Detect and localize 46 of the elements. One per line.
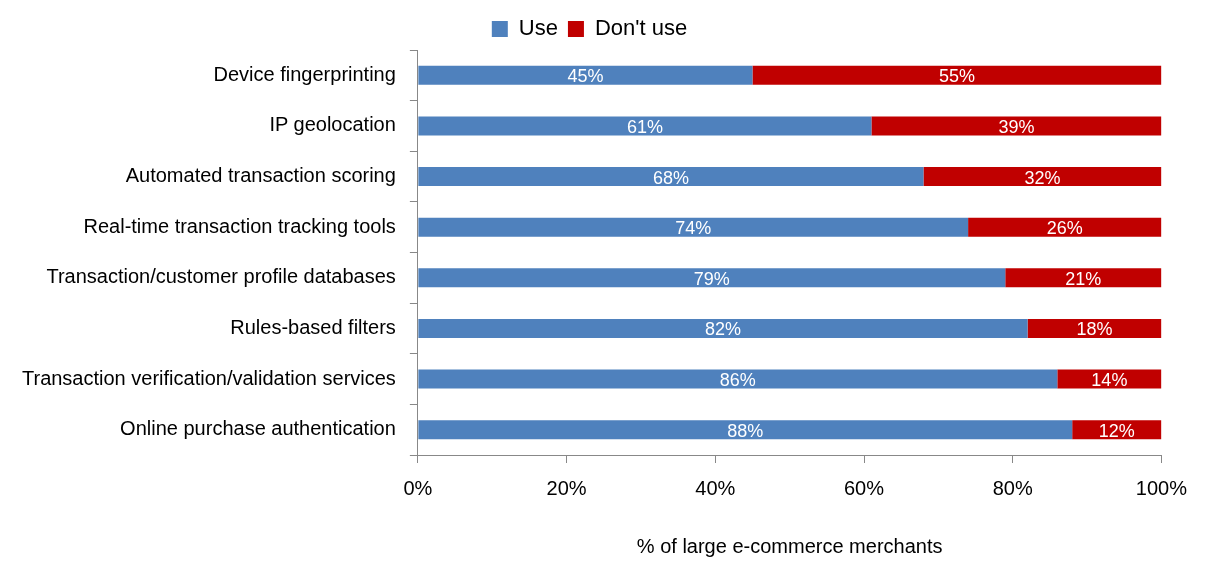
legend-label: Don't use xyxy=(594,15,688,41)
data-label: 45% xyxy=(567,66,604,87)
y-tick-label: IP geolocation xyxy=(269,113,396,136)
bar xyxy=(418,65,753,85)
data-label: 14% xyxy=(1091,370,1128,391)
bar xyxy=(418,167,924,187)
x-tick-label: 80% xyxy=(992,476,1033,499)
data-label: 68% xyxy=(652,167,689,188)
data-label: 12% xyxy=(1098,420,1135,441)
y-tick-label: Automated transaction scoring xyxy=(125,164,396,187)
bar xyxy=(418,116,872,136)
y-tick-label: Transaction verification/validation services xyxy=(21,366,396,389)
bar xyxy=(1005,268,1162,288)
data-label: 18% xyxy=(1076,319,1113,340)
data-label: 61% xyxy=(626,116,663,137)
x-tick-label: 60% xyxy=(843,476,885,499)
bar xyxy=(418,369,1058,389)
bar xyxy=(871,116,1162,136)
x-tick-label: 20% xyxy=(546,476,587,499)
bar xyxy=(418,318,1028,338)
bar xyxy=(418,268,1006,288)
x-axis-title: % of large e-commerce merchants xyxy=(636,534,943,557)
data-label: 21% xyxy=(1065,268,1102,289)
legend-label: Use xyxy=(518,15,558,41)
x-tick-label: 0% xyxy=(403,476,433,499)
y-tick-label: Rules-based filters xyxy=(230,315,396,338)
x-tick-label: 40% xyxy=(695,476,736,499)
data-label: 82% xyxy=(704,319,741,340)
bar xyxy=(418,217,969,237)
data-label: 26% xyxy=(1046,218,1083,239)
y-tick-label: Transaction/customer profile databases xyxy=(46,265,396,288)
y-tick-label: Online purchase authentication xyxy=(120,417,396,440)
data-label: 86% xyxy=(719,370,756,391)
x-tick-label: 100% xyxy=(1135,476,1188,499)
data-label: 32% xyxy=(1024,167,1061,188)
data-label: 74% xyxy=(675,218,712,239)
data-label: 79% xyxy=(693,268,730,289)
bar xyxy=(968,217,1162,237)
data-label: 55% xyxy=(938,66,975,87)
bar xyxy=(752,65,1162,85)
data-label: 39% xyxy=(998,116,1035,137)
y-tick-label: Real-time transaction tracking tools xyxy=(83,214,396,237)
bar xyxy=(418,420,1073,440)
data-label: 88% xyxy=(727,420,764,441)
bar xyxy=(923,167,1162,187)
y-tick-label: Device fingerprinting xyxy=(213,62,396,85)
